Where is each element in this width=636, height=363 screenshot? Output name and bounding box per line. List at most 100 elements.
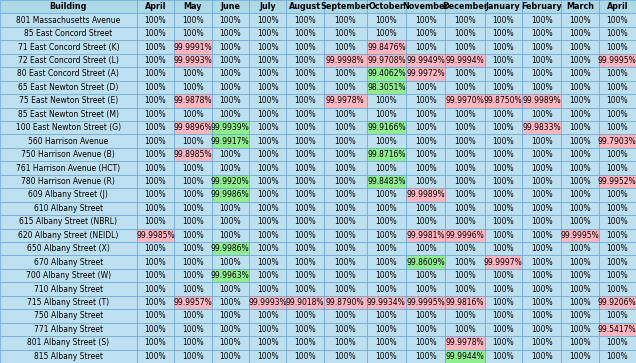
Text: 100%: 100% (182, 83, 204, 92)
Bar (561, 40, 598, 54)
Bar (324, 188, 367, 202)
Bar (174, 188, 212, 202)
Bar (137, 188, 174, 202)
Text: 100%: 100% (144, 177, 166, 186)
Bar (598, 134, 636, 148)
Text: 100%: 100% (492, 311, 514, 321)
Bar (367, 323, 406, 336)
Text: 100%: 100% (415, 271, 436, 280)
Text: 100%: 100% (257, 204, 279, 213)
Bar (406, 309, 445, 323)
Bar (367, 269, 406, 282)
Bar (212, 107, 249, 121)
Bar (367, 0, 406, 13)
Bar (522, 81, 561, 94)
Text: 100%: 100% (182, 244, 204, 253)
Bar (598, 94, 636, 107)
Bar (522, 67, 561, 81)
Text: 100%: 100% (375, 164, 398, 172)
Bar (367, 282, 406, 296)
Bar (174, 13, 212, 27)
Text: 100%: 100% (454, 110, 476, 119)
Text: 100%: 100% (257, 338, 279, 347)
Bar (137, 94, 174, 107)
Bar (406, 161, 445, 175)
Text: 100%: 100% (607, 96, 628, 105)
Text: 100%: 100% (607, 217, 628, 227)
Text: 99.9970%: 99.9970% (446, 96, 484, 105)
Text: 100%: 100% (144, 338, 166, 347)
Bar (367, 175, 406, 188)
Text: 100%: 100% (335, 16, 356, 25)
Bar (0, 175, 137, 188)
Bar (522, 282, 561, 296)
Bar (324, 81, 367, 94)
Bar (598, 282, 636, 296)
Bar (485, 242, 522, 256)
Text: 100%: 100% (257, 69, 279, 78)
Text: 100%: 100% (257, 271, 279, 280)
Bar (561, 54, 598, 67)
Text: 750 Albany Street: 750 Albany Street (34, 311, 103, 321)
Bar (561, 202, 598, 215)
Text: 100%: 100% (492, 271, 514, 280)
Bar (445, 256, 485, 269)
Text: 100%: 100% (531, 285, 553, 294)
Bar (485, 188, 522, 202)
Bar (212, 161, 249, 175)
Bar (137, 0, 174, 13)
Bar (0, 336, 137, 350)
Text: 100%: 100% (219, 110, 241, 119)
Bar (406, 229, 445, 242)
Bar (485, 256, 522, 269)
Bar (174, 215, 212, 229)
Text: 100%: 100% (257, 42, 279, 52)
Bar (212, 148, 249, 161)
Text: 100%: 100% (335, 325, 356, 334)
Text: 100%: 100% (219, 164, 241, 172)
Text: 99.9972%: 99.9972% (406, 69, 445, 78)
Text: 100%: 100% (607, 338, 628, 347)
Text: 100%: 100% (492, 150, 514, 159)
Text: 100%: 100% (182, 177, 204, 186)
Bar (212, 94, 249, 107)
Text: 100%: 100% (569, 29, 591, 38)
Bar (212, 13, 249, 27)
Text: 100%: 100% (454, 325, 476, 334)
Bar (174, 40, 212, 54)
Text: 100%: 100% (294, 311, 316, 321)
Text: 100%: 100% (257, 136, 279, 146)
Text: 100%: 100% (335, 136, 356, 146)
Bar (286, 27, 324, 40)
Text: 100%: 100% (335, 204, 356, 213)
Text: 100%: 100% (375, 191, 398, 199)
Bar (367, 296, 406, 309)
Text: 100%: 100% (569, 177, 591, 186)
Text: 100%: 100% (415, 177, 436, 186)
Text: 100%: 100% (375, 110, 398, 119)
Text: 100%: 100% (607, 204, 628, 213)
Text: 100%: 100% (531, 338, 553, 347)
Text: 100%: 100% (569, 338, 591, 347)
Text: 100%: 100% (454, 29, 476, 38)
Text: 99.8483%: 99.8483% (367, 177, 406, 186)
Bar (249, 54, 286, 67)
Bar (561, 336, 598, 350)
Text: 100%: 100% (257, 110, 279, 119)
Text: 100%: 100% (607, 42, 628, 52)
Text: 100%: 100% (607, 311, 628, 321)
Text: 100%: 100% (569, 244, 591, 253)
Text: 100%: 100% (492, 42, 514, 52)
Text: 100%: 100% (492, 177, 514, 186)
Text: 99.9989%: 99.9989% (406, 191, 445, 199)
Bar (406, 242, 445, 256)
Text: 75 East Newton Street (E): 75 East Newton Street (E) (18, 96, 118, 105)
Text: 100%: 100% (375, 96, 398, 105)
Bar (485, 161, 522, 175)
Bar (367, 54, 406, 67)
Text: 700 Albany Street (W): 700 Albany Street (W) (26, 271, 111, 280)
Text: 100%: 100% (607, 110, 628, 119)
Bar (0, 242, 137, 256)
Bar (286, 121, 324, 134)
Bar (174, 121, 212, 134)
